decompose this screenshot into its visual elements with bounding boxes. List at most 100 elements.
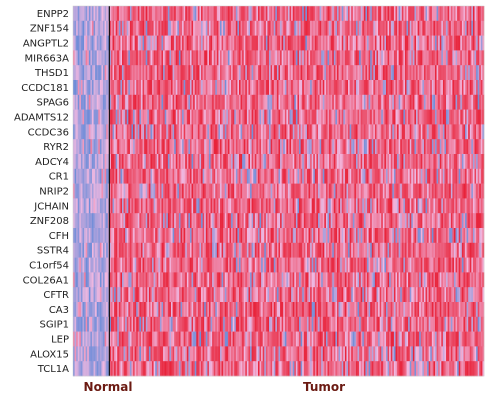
- heatmap-cell: [420, 272, 423, 288]
- heatmap-cell: [126, 168, 129, 184]
- heatmap-cell: [201, 124, 203, 140]
- heatmap-cell: [357, 50, 360, 66]
- heatmap-cell: [156, 109, 159, 125]
- heatmap-cell: [99, 139, 102, 155]
- heatmap-cell: [205, 109, 208, 125]
- heatmap-cell: [367, 80, 369, 96]
- heatmap-cell: [482, 228, 485, 244]
- heatmap-cell: [465, 124, 467, 140]
- heatmap-cell: [202, 168, 205, 184]
- heatmap-cell: [221, 168, 224, 184]
- heatmap-cell: [291, 139, 294, 155]
- heatmap-cell: [354, 272, 357, 288]
- heatmap-cell: [363, 154, 366, 170]
- gene-label: ENPP2: [37, 9, 69, 20]
- heatmap-cell: [98, 198, 101, 214]
- heatmap-cell: [381, 124, 384, 140]
- heatmap-cell: [466, 65, 469, 81]
- heatmap-cell: [73, 198, 75, 214]
- heatmap-cell: [398, 50, 401, 66]
- heatmap-cell: [96, 287, 99, 303]
- heatmap-cell: [79, 50, 82, 66]
- heatmap-cell: [246, 124, 249, 140]
- heatmap-cell: [120, 168, 123, 184]
- heatmap-cell: [254, 242, 257, 258]
- heatmap-cell: [354, 6, 357, 22]
- heatmap-cell: [231, 20, 233, 36]
- heatmap-cell: [270, 242, 273, 258]
- heatmap-cell: [428, 198, 431, 214]
- heatmap-cell: [477, 228, 480, 244]
- heatmap-cell: [88, 35, 91, 51]
- heatmap-cell: [343, 154, 346, 170]
- heatmap-cell: [76, 242, 79, 258]
- heatmap-cell: [294, 139, 297, 155]
- heatmap-cell: [335, 242, 338, 258]
- heatmap-cell: [480, 198, 483, 214]
- heatmap-cell: [98, 228, 101, 244]
- heatmap-cell: [193, 257, 196, 273]
- heatmap-cell: [80, 20, 83, 36]
- heatmap-cell: [202, 154, 205, 170]
- heatmap-cell: [256, 183, 259, 199]
- heatmap-cell: [129, 272, 132, 288]
- heatmap-cell: [147, 50, 150, 66]
- heatmap-cell: [139, 257, 142, 273]
- heatmap-cell: [183, 6, 186, 22]
- heatmap-cell: [234, 109, 237, 125]
- heatmap-cell: [390, 139, 393, 155]
- heatmap-cell: [422, 65, 425, 81]
- heatmap-cell: [107, 272, 110, 288]
- heatmap-cell: [313, 228, 316, 244]
- heatmap-cell: [147, 213, 150, 229]
- heatmap-cell: [472, 50, 475, 66]
- heatmap-cell: [205, 6, 208, 22]
- heatmap-cell: [199, 50, 202, 66]
- heatmap-cell: [109, 198, 112, 214]
- heatmap-cell: [264, 183, 267, 199]
- heatmap-cell: [110, 228, 113, 244]
- heatmap-cell: [453, 50, 456, 66]
- heatmap-cell: [93, 168, 96, 184]
- heatmap-cell: [237, 272, 240, 288]
- heatmap-cell: [425, 168, 428, 184]
- heatmap-cell: [156, 198, 159, 214]
- heatmap-cell: [294, 20, 297, 36]
- heatmap-cell: [242, 80, 245, 96]
- heatmap-cell: [368, 198, 371, 214]
- heatmap-cell: [441, 198, 444, 214]
- heatmap-cell: [174, 228, 177, 244]
- heatmap-cell: [112, 124, 115, 140]
- heatmap-cell: [197, 124, 200, 140]
- heatmap-cell: [84, 257, 86, 273]
- heatmap-cell: [267, 213, 270, 229]
- heatmap-cell: [197, 65, 200, 81]
- heatmap-cell: [465, 139, 467, 155]
- heatmap-cell: [125, 213, 128, 229]
- heatmap-cell: [262, 168, 265, 184]
- heatmap-cell: [316, 272, 319, 288]
- heatmap-cell: [425, 94, 428, 110]
- heatmap-cell: [305, 109, 308, 125]
- heatmap-cell: [283, 139, 286, 155]
- heatmap-cell: [234, 213, 237, 229]
- heatmap-cell: [267, 183, 270, 199]
- heatmap-cell: [148, 257, 151, 273]
- heatmap-cell: [82, 109, 85, 125]
- heatmap-cell: [441, 35, 444, 51]
- heatmap-cell: [166, 272, 169, 288]
- heatmap-cell: [204, 65, 207, 81]
- heatmap-cell: [469, 124, 472, 140]
- heatmap-cell: [460, 213, 463, 229]
- heatmap-cell: [289, 139, 292, 155]
- heatmap-cell: [269, 50, 271, 66]
- heatmap-cell: [287, 65, 290, 81]
- heatmap-cell: [250, 257, 252, 273]
- heatmap-cell: [329, 50, 331, 66]
- heatmap-cell: [330, 257, 333, 273]
- heatmap-cell: [166, 154, 169, 170]
- heatmap-cell: [343, 272, 346, 288]
- heatmap-cell: [106, 124, 109, 140]
- heatmap-cell: [408, 35, 410, 51]
- heatmap-cell: [463, 65, 466, 81]
